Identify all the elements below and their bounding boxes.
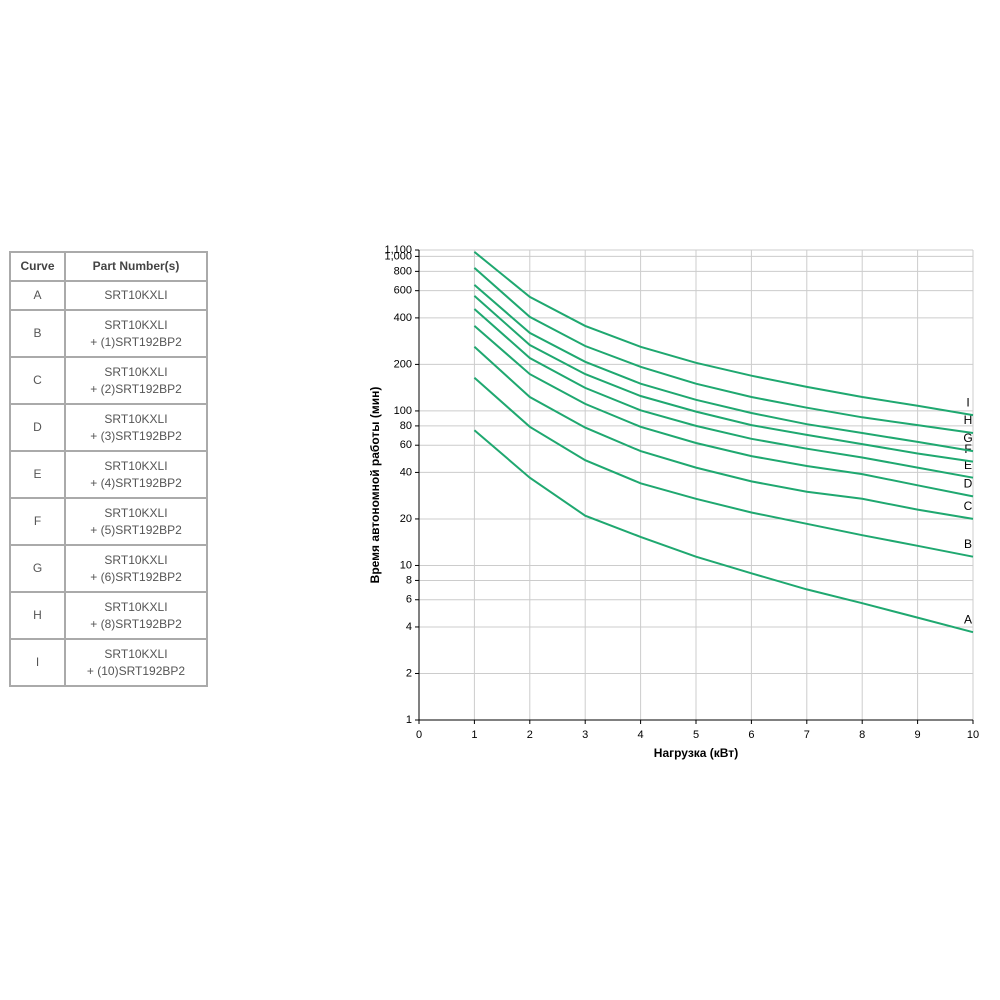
- y-tick-label: 20: [400, 513, 412, 525]
- series-label: B: [964, 537, 972, 551]
- y-tick-label: 2: [406, 667, 412, 679]
- series-line: [473, 284, 974, 453]
- y-tick-label: 4: [406, 621, 412, 633]
- series-line: [473, 429, 974, 634]
- y-tick-label: 1: [406, 714, 412, 726]
- y-tick-label: 800: [394, 265, 412, 277]
- header-row: Curve Part Number(s): [9, 251, 208, 282]
- x-axis-title: Нагрузка (кВт): [654, 746, 738, 760]
- parts-cell: SRT10KXLI + (4)SRT192BP2: [64, 450, 208, 499]
- table-row: E SRT10KXLI + (4)SRT192BP2: [9, 450, 208, 499]
- table-row: G SRT10KXLI + (6)SRT192BP2: [9, 544, 208, 593]
- y-tick-label: 40: [400, 466, 412, 478]
- series-label: G: [963, 431, 972, 445]
- series-label: C: [964, 499, 973, 513]
- series-label: F: [964, 442, 971, 456]
- part-number: SRT10KXLI: [104, 505, 168, 520]
- part-number: + (4)SRT192BP2: [90, 475, 182, 490]
- parts-cell: SRT10KXLI + (1)SRT192BP2: [64, 309, 208, 358]
- header-cell: Curve: [9, 251, 66, 282]
- x-tick-label: 1: [471, 729, 477, 741]
- y-tick-label: 600: [394, 285, 412, 297]
- part-number: SRT10KXLI: [104, 288, 168, 302]
- curve-cell: B: [9, 309, 66, 358]
- y-tick-label: 80: [400, 420, 412, 432]
- x-tick-label: 0: [416, 729, 422, 741]
- y-tick-label: 100: [394, 405, 412, 417]
- x-tick-label: 10: [967, 729, 979, 741]
- curve-cell: F: [9, 497, 66, 546]
- series-line: [473, 346, 974, 520]
- curve-cell: I: [9, 638, 66, 687]
- part-number: + (8)SRT192BP2: [90, 616, 182, 631]
- series-label: A: [964, 612, 972, 626]
- series-line: [473, 376, 974, 558]
- y-tick-label: 10: [400, 559, 412, 571]
- x-tick-label: 2: [527, 729, 533, 741]
- parts-cell: SRT10KXLI + (8)SRT192BP2: [64, 591, 208, 640]
- curve-cell: H: [9, 591, 66, 640]
- parts-cell: SRT10KXLI + (6)SRT192BP2: [64, 544, 208, 593]
- y-tick-label: 6: [406, 594, 412, 606]
- table-row: D SRT10KXLI + (3)SRT192BP2: [9, 403, 208, 452]
- series-label: E: [964, 458, 972, 472]
- part-number: SRT10KXLI: [104, 458, 168, 473]
- part-number: + (6)SRT192BP2: [90, 569, 182, 584]
- x-tick-label: 6: [748, 729, 754, 741]
- part-number: SRT10KXLI: [104, 317, 168, 332]
- parts-cell: SRT10KXLI: [64, 280, 208, 311]
- part-number: + (3)SRT192BP2: [90, 428, 182, 443]
- y-tick-label: 1,000: [384, 250, 412, 262]
- y-axis-title: Время автономной работы (мин): [368, 387, 382, 584]
- series-label: I: [966, 395, 969, 409]
- curve-cell: D: [9, 403, 66, 452]
- series-line: [473, 295, 974, 463]
- parts-cell: SRT10KXLI + (3)SRT192BP2: [64, 403, 208, 452]
- curve-cell: G: [9, 544, 66, 593]
- x-tick-label: 9: [915, 729, 921, 741]
- table-row: C SRT10KXLI + (2)SRT192BP2: [9, 356, 208, 405]
- part-number: SRT10KXLI: [104, 599, 168, 614]
- series-label: H: [964, 413, 973, 427]
- x-tick-label: 5: [693, 729, 699, 741]
- series-line: [473, 325, 974, 498]
- part-number: + (5)SRT192BP2: [90, 522, 182, 537]
- table-row: I SRT10KXLI + (10)SRT192BP2: [9, 638, 208, 687]
- table-row: A SRT10KXLI: [9, 280, 208, 311]
- series-line: [473, 251, 974, 417]
- y-tick-label: 8: [406, 574, 412, 586]
- part-number: + (2)SRT192BP2: [90, 381, 182, 396]
- x-tick-label: 7: [804, 729, 810, 741]
- part-number: SRT10KXLI: [104, 646, 168, 661]
- series-line: [473, 308, 974, 479]
- x-tick-label: 4: [638, 729, 644, 741]
- header-cell: Part Number(s): [64, 251, 208, 282]
- curve-cell: C: [9, 356, 66, 405]
- part-number: SRT10KXLI: [104, 552, 168, 567]
- y-tick-label: 60: [400, 439, 412, 451]
- part-number: SRT10KXLI: [104, 364, 168, 379]
- series-label: D: [964, 477, 973, 491]
- parts-cell: SRT10KXLI + (5)SRT192BP2: [64, 497, 208, 546]
- part-number: + (1)SRT192BP2: [90, 334, 182, 349]
- series-line: [473, 267, 974, 434]
- table-row: F SRT10KXLI + (5)SRT192BP2: [9, 497, 208, 546]
- y-tick-label: 400: [394, 312, 412, 324]
- part-number: + (10)SRT192BP2: [86, 663, 186, 678]
- parts-cell: SRT10KXLI + (2)SRT192BP2: [64, 356, 208, 405]
- table-row: B SRT10KXLI + (1)SRT192BP2: [9, 309, 208, 358]
- curve-cell: E: [9, 450, 66, 499]
- table-row: H SRT10KXLI + (8)SRT192BP2: [9, 591, 208, 640]
- x-tick-label: 3: [582, 729, 588, 741]
- x-tick-label: 8: [859, 729, 865, 741]
- y-tick-label: 200: [394, 358, 412, 370]
- curve-cell: A: [9, 280, 66, 311]
- curve-table: Curve Part Number(s) A SRT10KXLI B SRT10KXL…: [9, 251, 208, 687]
- parts-cell: SRT10KXLI + (10)SRT192BP2: [64, 638, 208, 687]
- part-number: SRT10KXLI: [104, 411, 168, 426]
- y-tick-label: 1,100: [384, 244, 412, 256]
